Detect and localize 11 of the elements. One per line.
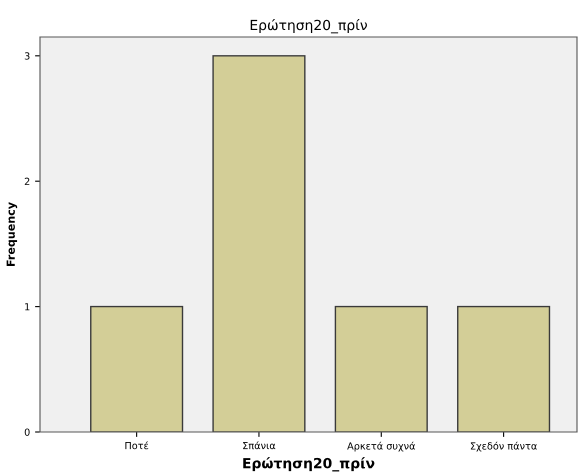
- x-tick-label: Αρκετά συχνά: [347, 442, 416, 452]
- y-axis-title: Frequency: [6, 202, 18, 266]
- x-tick-label: Ποτέ: [125, 441, 148, 450]
- y-tick-label: 1: [25, 303, 30, 310]
- chart-title: Ερώτηση20_πρίν: [250, 18, 367, 34]
- y-tick-label: 0: [24, 428, 30, 436]
- y-tick-label: 2: [24, 178, 30, 185]
- x-tick-label: Σχεδόν πάντα: [470, 442, 537, 452]
- x-axis-title: Ερώτηση20_πρίν: [243, 457, 374, 472]
- x-tick-label: Σπάνια: [243, 441, 276, 450]
- y-tick-label: 3: [24, 52, 30, 60]
